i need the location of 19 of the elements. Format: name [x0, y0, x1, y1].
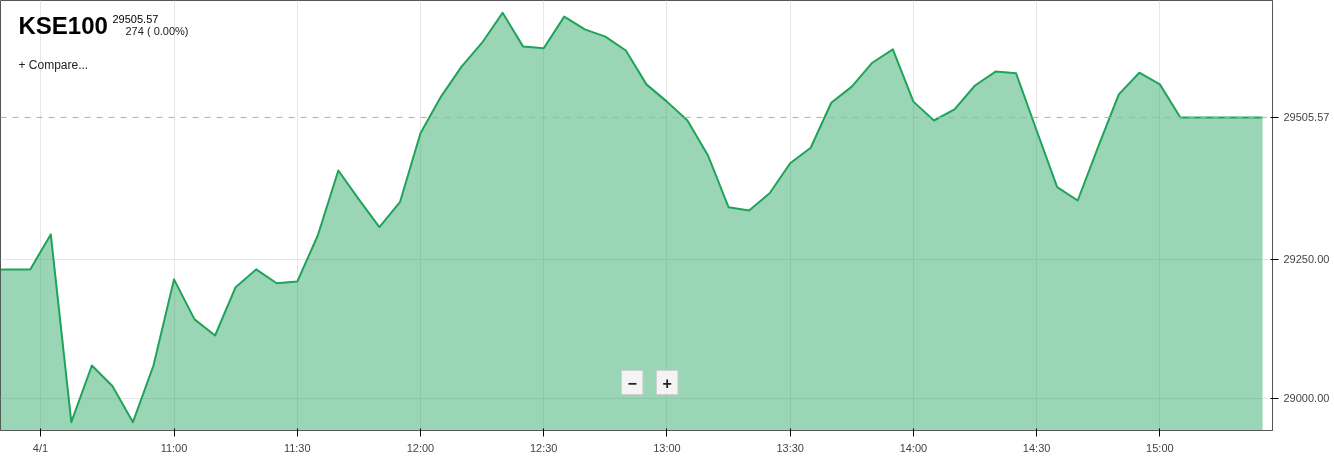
x-tick-label: 14:00 [899, 441, 928, 454]
x-tick-label: 12:00 [406, 441, 435, 454]
annotation: + Compare... [18, 57, 89, 72]
x-tick-label: 11:00 [160, 441, 188, 454]
x-tick-label: 4/1 [32, 441, 49, 454]
annotation: 274 ( 0.00%) [125, 24, 189, 37]
y-tick-label: 29000.00 [1283, 392, 1330, 405]
x-tick-label: 11:30 [283, 441, 311, 454]
ref-line-label: 29505.57 [1283, 111, 1330, 124]
y-tick-label: 29250.00 [1283, 253, 1330, 266]
annotation: + [662, 374, 672, 392]
x-tick-label: 13:00 [653, 441, 681, 454]
x-tick-label: 12:30 [529, 441, 558, 454]
text: 29505.57 [112, 12, 159, 25]
x-tick-label: 13:30 [776, 441, 804, 454]
x-tick-label: 14:30 [1022, 441, 1051, 454]
x-tick-label: 15:00 [1146, 441, 1174, 454]
annotation: − [627, 374, 637, 392]
text: KSE100 [18, 11, 108, 39]
